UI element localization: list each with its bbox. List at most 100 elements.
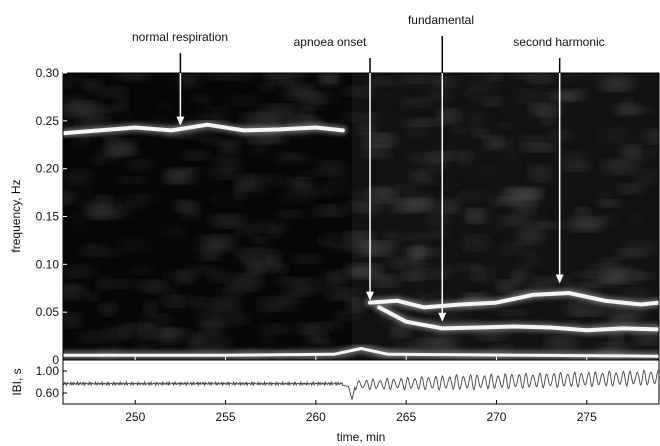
texture-blob xyxy=(129,322,155,330)
x-axis-label-time: time, min xyxy=(337,430,386,444)
texture-blob xyxy=(327,270,349,287)
texture-blob xyxy=(360,152,393,161)
texture-blob xyxy=(346,298,365,312)
y-tick-label-frequency: 0.20 xyxy=(36,162,60,176)
texture-blob xyxy=(454,191,492,202)
texture-blob xyxy=(516,134,555,147)
texture-blob xyxy=(269,227,283,237)
texture-blob xyxy=(569,218,603,232)
texture-blob xyxy=(539,73,564,78)
texture-blob xyxy=(71,213,88,230)
texture-blob xyxy=(342,113,382,121)
texture-blob xyxy=(367,77,399,86)
texture-blob xyxy=(219,142,240,155)
texture-blob xyxy=(472,237,496,248)
x-tick-label: 265 xyxy=(396,410,416,424)
texture-blob xyxy=(514,264,533,279)
texture-blob xyxy=(601,159,640,174)
texture-blob xyxy=(490,344,513,352)
texture-blob xyxy=(389,257,417,269)
texture-blob xyxy=(515,89,540,104)
texture-blob xyxy=(155,102,175,109)
annotation-arrow-head xyxy=(176,116,185,126)
texture-blob xyxy=(633,169,659,186)
y-tick-label-frequency: 0.05 xyxy=(36,305,60,319)
texture-blob xyxy=(385,229,398,237)
texture-blob xyxy=(427,151,462,161)
texture-blob xyxy=(251,174,286,187)
texture-blob xyxy=(560,156,587,170)
texture-blob xyxy=(470,267,485,282)
annotation-label: fundamental xyxy=(408,13,474,27)
texture-blob xyxy=(521,143,558,152)
texture-blob xyxy=(329,168,354,185)
texture-blob xyxy=(413,293,447,301)
texture-blob xyxy=(115,239,153,252)
texture-blob xyxy=(371,204,385,217)
texture-blob xyxy=(511,197,537,214)
texture-blob xyxy=(173,328,190,343)
texture-blob xyxy=(206,106,233,113)
texture-blob xyxy=(114,113,135,121)
texture-blob xyxy=(504,187,542,200)
texture-blob xyxy=(199,73,238,81)
texture-blob xyxy=(599,75,634,91)
texture-blob xyxy=(63,78,75,89)
texture-blob xyxy=(208,192,246,206)
texture-blob xyxy=(63,191,77,205)
texture-blob xyxy=(437,179,461,190)
texture-blob xyxy=(243,262,279,274)
texture-blob xyxy=(376,94,397,106)
texture-blob xyxy=(553,90,586,101)
texture-blob xyxy=(390,324,411,338)
ibi-frame xyxy=(62,359,660,405)
texture-blob xyxy=(182,150,211,160)
y-axis-label-frequency: frequency, Hz xyxy=(9,179,23,252)
y-tick-label-frequency: 0.30 xyxy=(36,66,60,80)
texture-blob xyxy=(274,210,306,218)
texture-blob xyxy=(437,109,461,124)
texture-blob xyxy=(193,129,216,141)
texture-blob xyxy=(349,315,377,327)
texture-blob xyxy=(125,160,154,172)
texture-blob xyxy=(250,143,269,156)
texture-blob xyxy=(155,327,181,344)
texture-blob xyxy=(63,264,96,278)
texture-blob xyxy=(204,306,244,321)
x-tick-label: 275 xyxy=(577,410,597,424)
texture-blob xyxy=(357,123,378,134)
texture-blob xyxy=(63,285,87,291)
annotation-arrow-head xyxy=(555,274,564,284)
texture-blob xyxy=(119,194,149,210)
texture-blob xyxy=(191,336,232,351)
texture-blob xyxy=(502,332,541,346)
texture-blob xyxy=(176,269,197,284)
texture-blob xyxy=(642,129,659,144)
texture-blob xyxy=(475,162,501,178)
texture-blob xyxy=(75,200,89,209)
texture-blob xyxy=(191,94,210,102)
texture-blob xyxy=(528,222,568,229)
texture-blob xyxy=(279,189,316,204)
texture-blob xyxy=(246,187,271,195)
texture-blob xyxy=(287,177,309,188)
texture-blob xyxy=(70,73,87,82)
texture-blob xyxy=(497,123,513,130)
texture-blob xyxy=(414,82,429,95)
texture-blob xyxy=(154,312,168,325)
texture-blob xyxy=(458,263,482,271)
texture-blob xyxy=(97,276,111,290)
texture-blob xyxy=(399,233,432,241)
texture-blob xyxy=(102,326,129,342)
texture-blob xyxy=(412,262,429,270)
texture-blob xyxy=(406,188,420,199)
annotation-label: apnoea onset xyxy=(294,35,367,49)
texture-blob xyxy=(545,336,578,351)
texture-blob xyxy=(528,165,553,182)
texture-blob xyxy=(78,188,91,195)
texture-blob xyxy=(208,269,229,283)
texture-blob xyxy=(296,170,321,179)
texture-blob xyxy=(439,198,460,213)
texture-blob xyxy=(134,337,154,352)
